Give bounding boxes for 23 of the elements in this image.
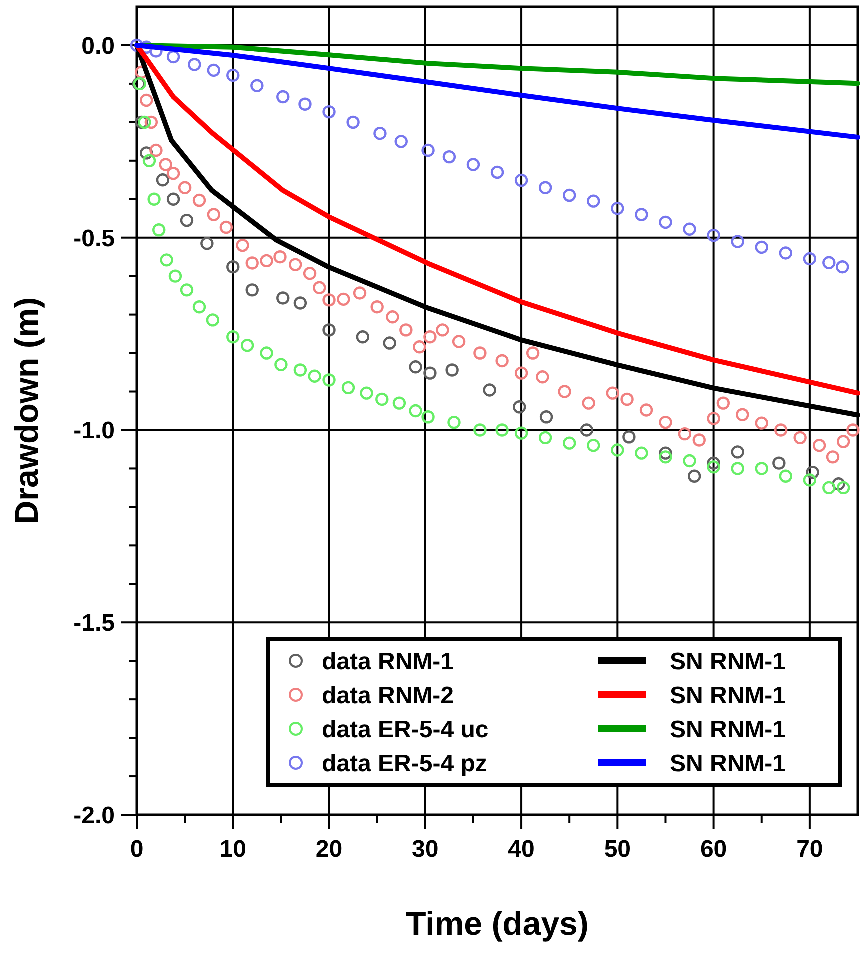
legend-label: data ER-5-4 uc: [322, 716, 489, 744]
x-tick-label: 30: [412, 836, 439, 863]
y-tick-label: -1.5: [74, 610, 115, 638]
x-tick-label: 60: [700, 836, 728, 863]
x-tick-label: 0: [130, 836, 144, 863]
legend-label: data RNM-1: [322, 648, 454, 676]
x-tick-label: 50: [604, 836, 632, 863]
legend-label: SN RNM-1: [670, 648, 786, 676]
legend-label: data RNM-2: [322, 682, 454, 710]
y-tick-label: -1.0: [74, 418, 115, 445]
x-tick-label: 10: [220, 836, 246, 863]
legend-label: data ER-5-4 pz: [322, 750, 488, 778]
y-axis-title: Drawdown (m): [8, 297, 45, 525]
y-tick-label: 0.0: [82, 32, 115, 60]
legend-label: SN RNM-1: [670, 716, 786, 744]
x-axis-title: Time (days): [406, 905, 589, 942]
x-tick-label: 70: [796, 836, 824, 863]
x-tick-label: 20: [316, 836, 343, 863]
legend-label: SN RNM-1: [670, 682, 786, 710]
legend-label: SN RNM-1: [670, 750, 786, 778]
y-tick-label: -0.5: [74, 225, 115, 252]
x-tick-label: 40: [508, 836, 535, 863]
y-tick-label: -2.0: [74, 802, 115, 830]
